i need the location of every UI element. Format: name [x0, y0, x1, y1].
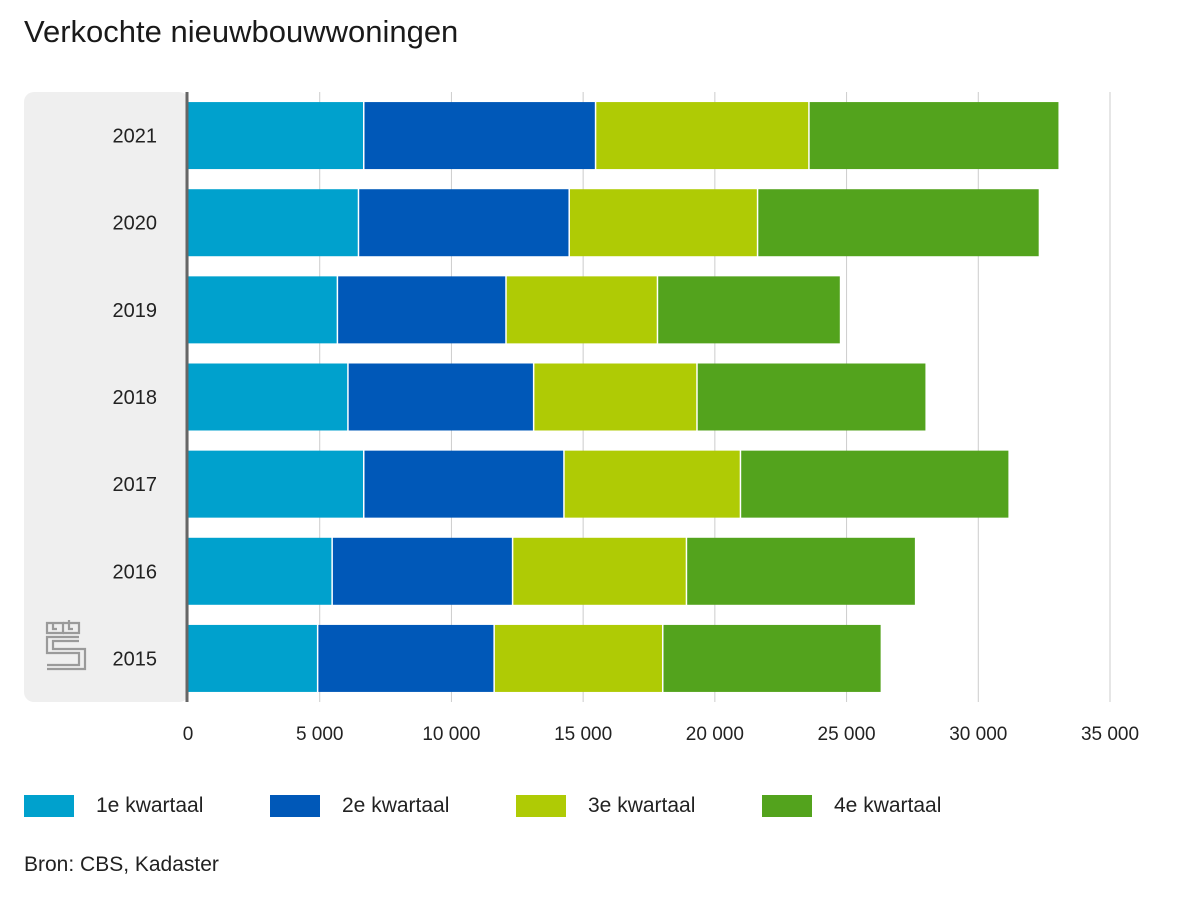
x-tick-label: 5 000	[296, 724, 344, 745]
legend-swatch-q4	[762, 795, 812, 817]
bar-segment	[758, 189, 1039, 257]
legend-swatch-q3	[516, 795, 566, 817]
bar-segment	[318, 624, 494, 692]
bar-segment	[663, 624, 881, 692]
bar-segment	[188, 102, 363, 170]
x-tick-label: 30 000	[949, 724, 1007, 745]
legend-label-q4: 4e kwartaal	[834, 794, 942, 817]
bar-segment	[188, 537, 332, 605]
category-label: 2018	[113, 387, 158, 409]
category-labels: 2021 2020 2019 2018 2017 2016 2015	[113, 126, 158, 671]
bar-segment	[494, 624, 662, 692]
category-label: 2015	[113, 648, 158, 670]
bar-segment	[332, 537, 512, 605]
x-tick-label: 25 000	[818, 724, 876, 745]
x-tick-label: 35 000	[1081, 724, 1139, 745]
x-tick-labels: 0 5 000 10 000 15 000 20 000 25 000 30 000 35 0…	[183, 724, 1139, 745]
category-label: 2021	[113, 126, 158, 148]
bar-segment	[364, 450, 564, 518]
bar-segment	[188, 189, 358, 257]
legend-label-q1: 1e kwartaal	[96, 794, 204, 817]
bar-segment	[596, 102, 809, 170]
x-tick-label: 15 000	[554, 724, 612, 745]
x-tick-label: 10 000	[422, 724, 480, 745]
bar-segment	[348, 363, 533, 431]
bar-segment	[188, 450, 363, 518]
category-label: 2017	[113, 474, 158, 496]
bar-segment	[741, 450, 1009, 518]
legend: 1e kwartaal 2e kwartaal 3e kwartaal 4e k…	[24, 794, 1008, 818]
bar-segment	[513, 537, 686, 605]
category-panel	[24, 92, 189, 702]
legend-label-q2: 2e kwartaal	[342, 794, 450, 817]
source-note: Bron: CBS, Kadaster	[24, 853, 219, 876]
category-label: 2019	[113, 300, 158, 322]
bar-segment	[359, 189, 569, 257]
bar-segment	[569, 189, 757, 257]
bar-segment	[364, 102, 595, 170]
legend-item-q2: 2e kwartaal	[270, 794, 516, 818]
legend-item-q3: 3e kwartaal	[516, 794, 762, 818]
category-label: 2016	[113, 561, 158, 583]
bars	[188, 102, 1059, 692]
x-tick-label: 0	[183, 724, 194, 745]
bar-segment	[534, 363, 697, 431]
bar-segment	[687, 537, 915, 605]
stacked-bar-chart: 2021 2020 2019 2018 2017 2016 2015 0 5 000 10 00…	[24, 92, 1139, 745]
bar-segment	[564, 450, 740, 518]
bar-segment	[338, 276, 506, 344]
cbs-logo-icon	[45, 620, 87, 671]
bar-segment	[809, 102, 1059, 170]
bar-segment	[506, 276, 657, 344]
legend-swatch-q1	[24, 795, 74, 817]
bar-segment	[697, 363, 926, 431]
legend-item-q1: 1e kwartaal	[24, 794, 270, 818]
x-tick-label: 20 000	[686, 724, 744, 745]
bar-segment	[188, 276, 337, 344]
chart-title: Verkochte nieuwbouwwoningen	[24, 14, 459, 49]
bar-segment	[188, 363, 348, 431]
legend-swatch-q2	[270, 795, 320, 817]
bar-segment	[188, 624, 317, 692]
bar-segment	[658, 276, 840, 344]
legend-label-q3: 3e kwartaal	[588, 794, 696, 817]
category-label: 2020	[113, 213, 158, 235]
legend-item-q4: 4e kwartaal	[762, 794, 1008, 818]
